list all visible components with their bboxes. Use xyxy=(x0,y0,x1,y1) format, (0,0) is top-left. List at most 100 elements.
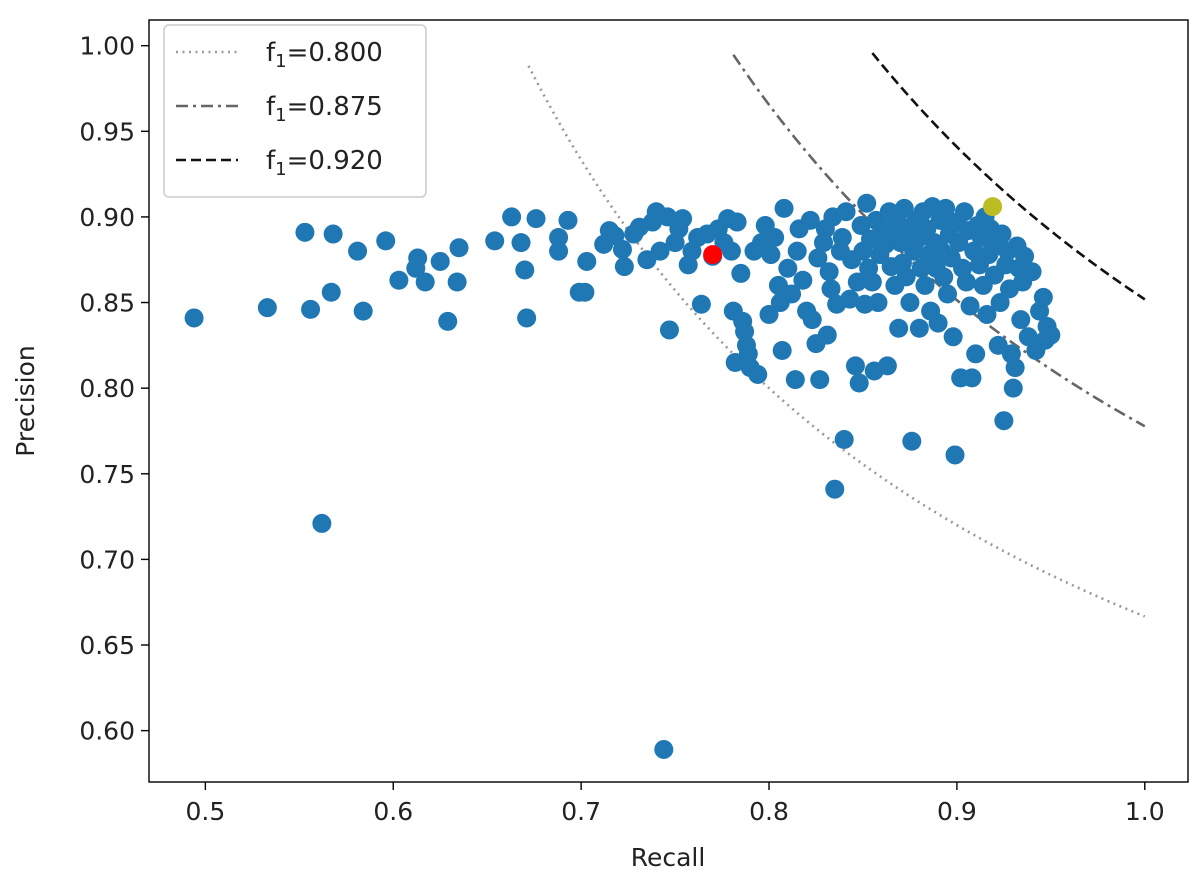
scatter-point xyxy=(825,479,845,499)
scatter-point xyxy=(778,258,798,278)
scatter-point xyxy=(517,308,537,328)
x-tick-label: 0.9 xyxy=(937,797,977,826)
iso-f1-curve-1 xyxy=(732,53,1146,428)
scatter-point xyxy=(659,320,679,340)
y-tick-label: 0.85 xyxy=(79,289,135,318)
scatter-point xyxy=(945,445,965,465)
scatter-point xyxy=(793,270,813,290)
scatter-point xyxy=(295,222,315,242)
x-tick-label: 0.6 xyxy=(373,797,413,826)
y-tick-label: 0.75 xyxy=(79,460,135,489)
scatter-point xyxy=(430,251,450,271)
scatter-point xyxy=(938,284,958,304)
scatter-point xyxy=(408,248,428,268)
scatter-point xyxy=(658,207,678,227)
scatter-point xyxy=(992,224,1012,244)
y-tick-label: 0.90 xyxy=(79,203,135,232)
scatter-point xyxy=(787,241,807,261)
y-tick-label: 0.95 xyxy=(79,117,135,146)
scatter-point xyxy=(1011,310,1031,330)
x-tick-label: 1.0 xyxy=(1125,797,1165,826)
scatter-point xyxy=(954,202,974,222)
scatter-point xyxy=(977,305,997,325)
scatter-point xyxy=(1033,287,1053,307)
scatter-point xyxy=(851,215,871,235)
scatter-point xyxy=(915,275,935,295)
scatter-point xyxy=(990,293,1010,313)
scatter-point xyxy=(802,310,822,330)
x-tick-label: 0.8 xyxy=(749,797,789,826)
scatter-point xyxy=(956,272,976,292)
scatter-point xyxy=(877,356,897,376)
scatter-point xyxy=(654,739,674,759)
scatter-point xyxy=(184,308,204,328)
scatter-point xyxy=(415,272,435,292)
legend-frame xyxy=(163,24,427,198)
scatter-point xyxy=(785,370,805,390)
scatter-point xyxy=(511,233,531,253)
scatter-point xyxy=(902,431,922,451)
legend-label-f1-0875: f1=0.875 xyxy=(266,92,383,126)
scatter-point xyxy=(376,231,396,251)
scatter-point xyxy=(502,207,522,227)
scatter-point xyxy=(765,227,785,247)
scatter-point xyxy=(761,245,781,265)
scatter-point xyxy=(966,344,986,364)
y-axis-label: Precision xyxy=(11,345,40,457)
scatter-point xyxy=(962,368,982,388)
scatter-point xyxy=(485,231,505,251)
scatter-point xyxy=(862,272,882,292)
scatter-point xyxy=(1041,325,1061,345)
scatter-point xyxy=(774,198,794,218)
highlight-point-0 xyxy=(703,245,723,265)
scatter-point xyxy=(832,227,852,247)
scatter-point xyxy=(900,293,920,313)
scatter-point xyxy=(321,282,341,302)
scatter-point xyxy=(731,263,751,283)
scatter-point xyxy=(673,209,693,229)
scatter-point xyxy=(727,212,747,232)
plot-frame xyxy=(148,19,1189,783)
scatter-point xyxy=(817,325,837,345)
scatter-point xyxy=(301,299,321,319)
scatter-point xyxy=(909,318,929,338)
scatter-point xyxy=(845,356,865,376)
scatter-point xyxy=(721,241,741,261)
scatter-point xyxy=(772,340,792,360)
scatter-point xyxy=(849,373,869,393)
scatter-point xyxy=(819,262,839,282)
x-tick-label: 0.5 xyxy=(185,797,225,826)
scatter-point xyxy=(834,430,854,450)
y-tick-label: 1.00 xyxy=(79,32,135,61)
scatter-point xyxy=(1005,358,1025,378)
scatter-point xyxy=(549,241,569,261)
scatter-point xyxy=(558,210,578,230)
legend-label-f1-0800: f1=0.800 xyxy=(266,38,383,72)
scatter-point xyxy=(447,272,467,292)
scatter-point xyxy=(821,279,841,299)
scatter-point xyxy=(894,198,914,218)
scatter-point xyxy=(857,193,877,213)
scatter-point xyxy=(1015,246,1035,266)
scatter-point xyxy=(840,289,860,309)
highlight-points xyxy=(703,197,1003,265)
scatter-point xyxy=(549,227,569,247)
scatter-point xyxy=(934,267,954,287)
scatter-point xyxy=(800,210,820,230)
scatter-point xyxy=(575,282,595,302)
scatter-point xyxy=(836,202,856,222)
scatter-point xyxy=(323,224,343,244)
x-tick-label: 0.7 xyxy=(561,797,601,826)
scatter-point xyxy=(614,257,634,277)
scatter-point xyxy=(650,241,670,261)
scatter-point xyxy=(868,293,888,313)
scatter-point xyxy=(928,313,948,333)
scatter-point xyxy=(1022,262,1042,282)
legend: f1=0.800 f1=0.875 f1=0.920 xyxy=(163,24,427,198)
scatter-point xyxy=(847,272,867,292)
scatter-point xyxy=(389,270,409,290)
x-axis-ticks: 0.5 0.6 0.7 0.8 0.9 1.0 xyxy=(185,782,1165,826)
iso-f1-curve-2 xyxy=(871,52,1146,301)
scatter-point xyxy=(449,238,469,258)
scatter-point xyxy=(943,327,963,347)
